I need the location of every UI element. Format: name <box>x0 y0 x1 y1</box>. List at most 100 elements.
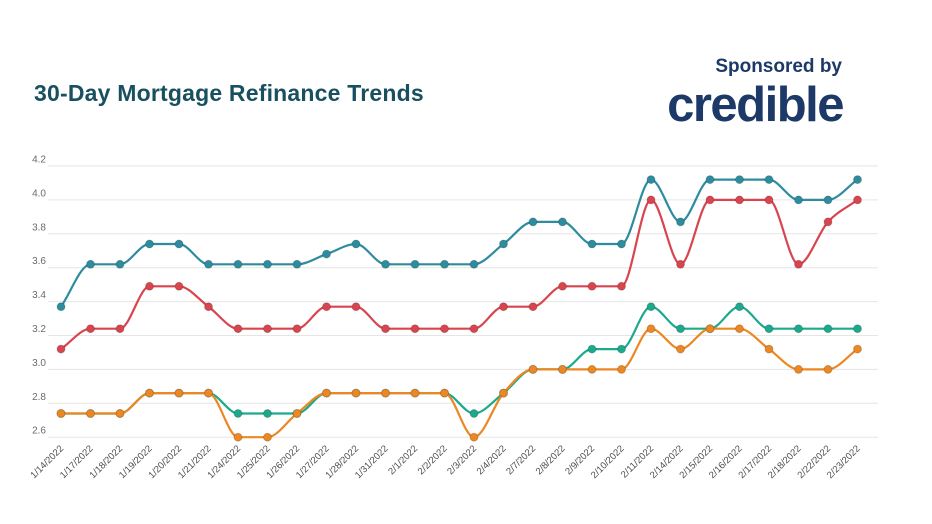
data-point-green <box>853 324 862 334</box>
data-point-orange <box>764 344 774 354</box>
data-point-teal <box>823 195 833 205</box>
data-point-orange <box>56 409 66 418</box>
data-point-teal <box>558 217 567 227</box>
data-point-orange <box>263 432 272 442</box>
data-point-orange <box>204 388 213 398</box>
data-point-red <box>853 195 862 205</box>
data-point-red <box>617 281 626 291</box>
y-tick-label: 2.8 <box>32 392 46 403</box>
data-point-teal <box>263 259 272 269</box>
data-point-red <box>322 302 331 312</box>
series-green-line <box>59 305 859 415</box>
data-point-teal <box>56 302 66 312</box>
data-point-red <box>145 281 154 291</box>
data-point-green <box>263 409 272 418</box>
data-point-orange <box>322 388 331 398</box>
series-green-points <box>56 302 862 418</box>
data-point-red <box>676 259 685 269</box>
data-point-orange <box>794 364 803 374</box>
data-point-teal <box>676 217 685 227</box>
data-point-teal <box>233 259 243 269</box>
data-point-red <box>528 302 538 312</box>
page-title: 30-Day Mortgage Refinance Trends <box>34 80 424 106</box>
data-point-teal <box>794 195 803 205</box>
data-point-red <box>735 195 744 205</box>
data-point-teal <box>646 175 656 185</box>
data-point-orange <box>499 388 508 398</box>
data-point-orange <box>145 388 154 398</box>
data-point-orange <box>469 432 479 442</box>
data-point-red <box>115 324 125 334</box>
data-point-green <box>735 302 744 312</box>
series-teal <box>59 178 859 308</box>
data-point-orange <box>853 344 862 354</box>
series-orange-points <box>56 324 862 442</box>
data-point-teal <box>381 259 390 269</box>
data-point-orange <box>558 364 567 374</box>
data-point-red <box>558 281 567 291</box>
data-point-red <box>204 302 213 312</box>
x-tick-label: 2/4/2022 <box>475 443 509 477</box>
y-tick-label: 4.0 <box>32 188 46 199</box>
sponsored-by-label: Sponsored by <box>715 56 842 77</box>
data-point-green <box>823 324 833 334</box>
data-point-teal <box>86 259 95 269</box>
gridlines <box>48 165 878 438</box>
data-point-green <box>764 324 774 334</box>
data-point-green <box>676 324 685 334</box>
data-point-teal <box>587 239 597 249</box>
data-point-orange <box>86 409 95 418</box>
data-point-orange <box>676 344 685 354</box>
y-tick-label: 3.6 <box>32 256 46 267</box>
y-tick-label: 3.2 <box>32 324 46 335</box>
data-point-red <box>381 324 390 334</box>
y-tick-label: 3.4 <box>32 290 46 301</box>
y-tick-label: 3.0 <box>32 358 46 369</box>
data-point-teal <box>764 175 774 185</box>
x-axis-labels: 1/14/20221/17/20221/18/20221/19/20221/20… <box>28 443 862 481</box>
data-point-red <box>587 281 597 291</box>
data-point-orange <box>617 364 626 374</box>
data-point-orange <box>410 388 420 398</box>
data-point-orange <box>823 364 833 374</box>
data-point-green <box>587 344 597 354</box>
data-point-teal <box>115 259 125 269</box>
data-point-orange <box>233 432 243 442</box>
data-point-red <box>794 259 803 269</box>
data-point-red <box>705 195 715 205</box>
series-teal-points <box>56 175 862 312</box>
x-tick-label: 2/2/2022 <box>416 443 450 477</box>
data-point-teal <box>351 239 361 249</box>
data-point-orange <box>381 388 390 398</box>
data-point-red <box>499 302 508 312</box>
data-point-green <box>646 302 656 312</box>
series-orange-line <box>59 327 859 439</box>
data-point-red <box>823 217 833 227</box>
data-point-red <box>410 324 420 334</box>
data-point-teal <box>617 239 626 249</box>
data-point-teal <box>528 217 538 227</box>
data-point-green <box>617 344 626 354</box>
data-point-green <box>469 409 479 418</box>
data-point-teal <box>322 249 331 259</box>
x-tick-label: 2/8/2022 <box>534 443 568 477</box>
data-point-orange <box>174 388 184 398</box>
credible-logo: credible <box>667 78 844 132</box>
data-point-green <box>233 409 243 418</box>
y-tick-label: 3.8 <box>32 222 46 233</box>
data-point-teal <box>174 239 184 249</box>
data-point-orange <box>440 388 449 398</box>
data-point-red <box>646 195 656 205</box>
data-point-red <box>86 324 95 334</box>
data-point-red <box>56 344 66 354</box>
data-point-orange <box>528 364 538 374</box>
data-point-teal <box>853 175 862 185</box>
data-point-teal <box>469 259 479 269</box>
data-point-orange <box>646 324 656 334</box>
data-point-teal <box>499 239 508 249</box>
data-point-teal <box>440 259 449 269</box>
data-point-red <box>174 281 184 291</box>
data-point-red <box>233 324 243 334</box>
y-tick-label: 2.6 <box>32 426 46 437</box>
